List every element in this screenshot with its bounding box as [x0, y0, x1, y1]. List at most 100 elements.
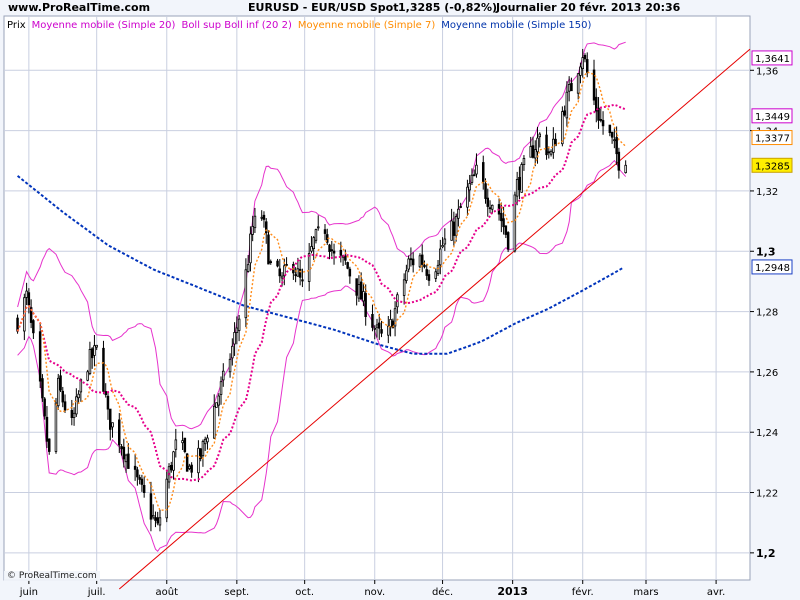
candle-body	[470, 174, 474, 183]
price-tag: 1,3285	[751, 157, 793, 173]
candle	[201, 439, 205, 467]
candle	[538, 132, 542, 148]
candle-body	[601, 120, 605, 127]
candle	[411, 252, 415, 273]
candle-body	[25, 290, 28, 298]
x-tick-label: 2013	[497, 585, 528, 598]
candle-body	[547, 151, 551, 154]
site-name[interactable]: www.ProRealTime.com	[8, 1, 151, 14]
candle	[106, 391, 110, 420]
candle	[172, 450, 175, 480]
candle-body	[534, 149, 537, 159]
candle	[174, 428, 178, 458]
candle	[624, 160, 627, 174]
candle	[314, 228, 318, 244]
candle-body	[75, 396, 78, 415]
y-axis: 1,21,221,241,261,281,31,321,341,36	[750, 66, 778, 560]
candle-body	[472, 174, 476, 177]
candle-body	[45, 416, 49, 442]
candle	[181, 431, 184, 450]
candle-body	[420, 254, 424, 265]
candle-body	[567, 84, 571, 92]
candle	[425, 263, 428, 280]
candle-body	[595, 96, 598, 112]
candle	[475, 153, 478, 178]
candle	[298, 259, 302, 286]
candle	[565, 81, 569, 127]
candle	[294, 267, 297, 283]
candle-body	[617, 151, 621, 171]
candle-body	[391, 320, 395, 329]
candle	[423, 260, 426, 269]
candle-body	[459, 206, 462, 208]
candle	[484, 178, 487, 204]
x-tick-label: oct.	[295, 587, 314, 598]
candle	[549, 149, 553, 157]
candle	[567, 76, 571, 102]
candle-body	[581, 57, 585, 69]
candle-body	[423, 264, 426, 268]
candle	[90, 347, 94, 369]
candle	[608, 124, 612, 137]
candle-body	[490, 204, 494, 210]
candle	[231, 338, 234, 366]
price-tag-label: 1,3641	[755, 54, 790, 65]
candle	[251, 215, 254, 242]
candle	[59, 369, 62, 393]
legend-item-4: Moyenne mobile (Simple 150)	[441, 20, 591, 31]
candle-body	[217, 395, 220, 406]
candle-body	[364, 293, 367, 318]
candle-body	[43, 398, 46, 417]
candle	[38, 323, 42, 389]
candle-body	[276, 260, 279, 267]
candle	[183, 437, 187, 454]
candle	[454, 213, 458, 242]
candle	[310, 236, 313, 254]
plot-area[interactable]	[3, 15, 751, 581]
candle-body	[565, 91, 569, 119]
y-tick-label: 1,2	[756, 547, 776, 560]
candle-body	[389, 318, 392, 327]
candle-body	[563, 110, 566, 116]
x-axis: juin juil. août sept. oct. nov. déc. 2013 févr. m…	[19, 580, 725, 598]
candle-body	[215, 402, 218, 408]
candle-body	[457, 208, 460, 219]
candle	[102, 340, 105, 395]
candle	[43, 397, 46, 420]
candle	[592, 59, 596, 106]
candle-body	[172, 451, 175, 471]
period-and-date: Journalier 20 févr. 2013 20:36	[496, 1, 681, 14]
legend-item-1: Moyenne mobile (Simple 20)	[32, 20, 176, 31]
candle-body	[484, 183, 487, 199]
candle-body	[371, 313, 374, 328]
candle	[88, 341, 92, 376]
candle-body	[251, 225, 254, 235]
candle-body	[307, 253, 311, 282]
candle-body	[380, 329, 383, 334]
candle	[534, 140, 537, 167]
candle-body	[407, 258, 410, 270]
price-tags: 1,3641 1,3449 1,3377 1,3285 1,2948	[751, 50, 793, 275]
candle-body	[140, 478, 144, 485]
candle	[490, 204, 494, 214]
candle	[72, 407, 76, 426]
candle	[339, 241, 343, 263]
candle-body	[375, 324, 379, 328]
candle-body	[561, 111, 564, 145]
candle-body	[70, 409, 74, 418]
instrument-title: EURUSD - EUR/USD Spot	[248, 1, 399, 14]
candle-body	[504, 225, 508, 235]
candle	[70, 399, 74, 426]
candle-body	[118, 419, 121, 446]
x-tick-label: févr.	[572, 586, 594, 598]
candle-body	[434, 271, 437, 279]
candle-body	[32, 320, 35, 334]
candle-body	[436, 264, 440, 274]
price-tag-box	[751, 130, 793, 146]
candle	[371, 304, 374, 332]
candle	[316, 215, 320, 231]
candle	[441, 237, 444, 249]
candle	[513, 191, 517, 253]
price-tag: 1,2948	[751, 259, 793, 275]
